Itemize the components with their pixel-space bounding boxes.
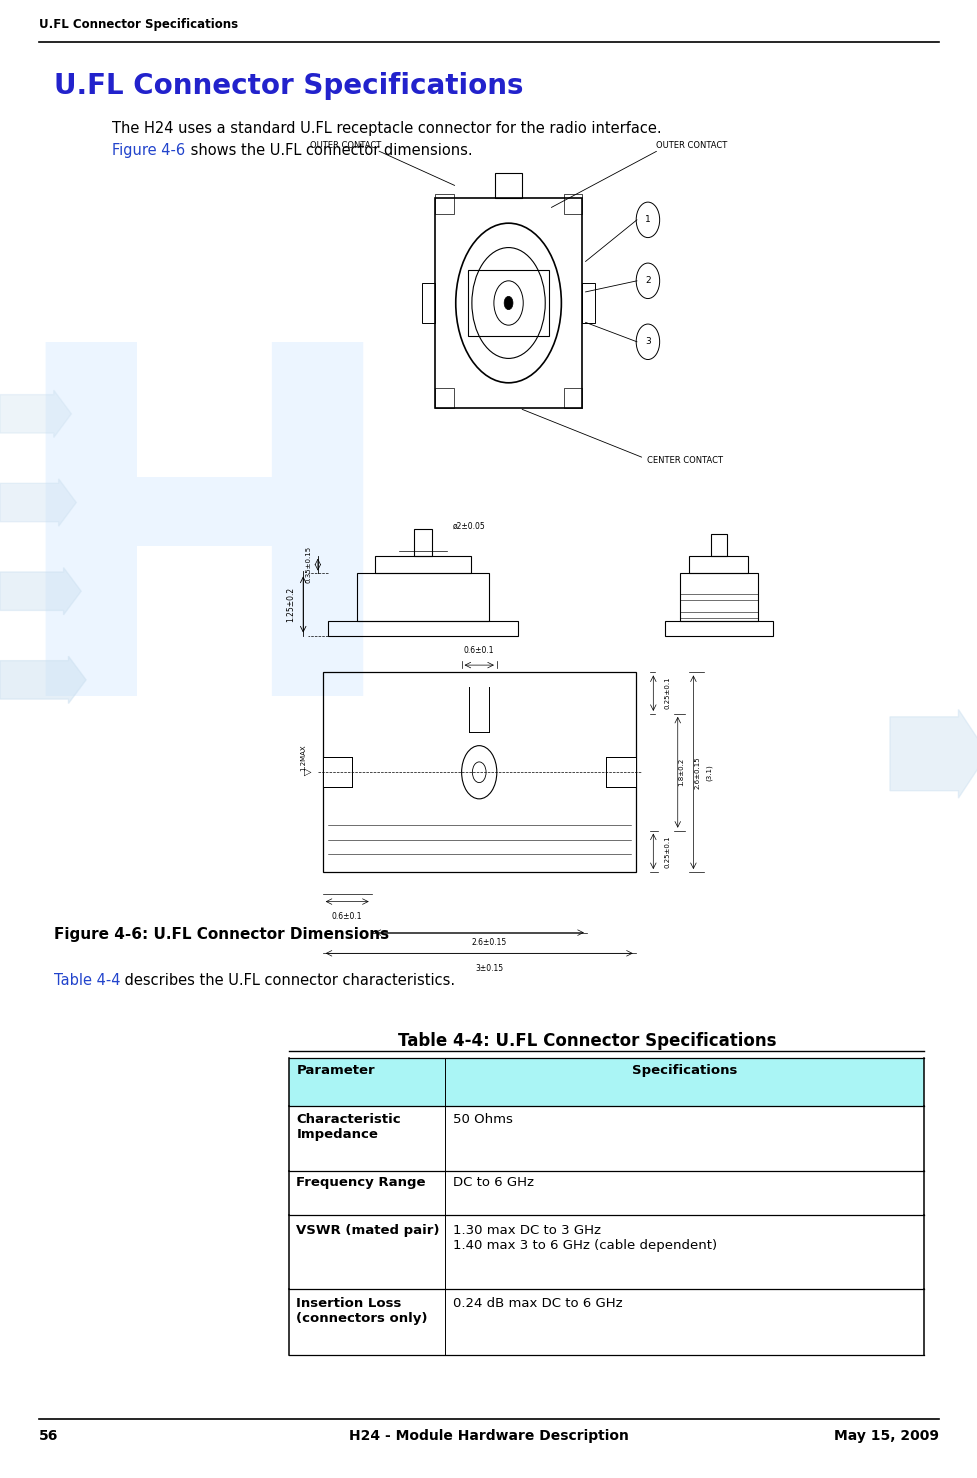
Text: 0.35±0.15: 0.35±0.15 (305, 545, 311, 584)
Text: (3.1): (3.1) (705, 764, 711, 780)
FancyArrow shape (889, 709, 977, 798)
FancyArrow shape (0, 390, 71, 437)
Text: OUTER CONTACT: OUTER CONTACT (310, 140, 381, 151)
Text: DC to 6 GHz: DC to 6 GHz (452, 1176, 533, 1188)
FancyArrow shape (0, 568, 81, 615)
Text: 3: 3 (645, 337, 650, 346)
Text: 1.8±0.2: 1.8±0.2 (678, 758, 684, 786)
Bar (374, 556, 471, 573)
Bar (288, 1171, 923, 1215)
Bar (710, 534, 726, 556)
Text: Insertion Loss
(connectors only): Insertion Loss (connectors only) (296, 1296, 427, 1324)
Text: ▷: ▷ (304, 767, 312, 777)
Text: Figure 4-6: Figure 4-6 (112, 143, 186, 158)
Text: 1: 1 (645, 216, 650, 225)
Bar (414, 529, 431, 556)
Text: 3±0.15: 3±0.15 (475, 964, 502, 973)
Text: 1.30 max DC to 3 GHz
1.40 max 3 to 6 GHz (cable dependent): 1.30 max DC to 3 GHz 1.40 max 3 to 6 GHz… (452, 1224, 716, 1252)
Bar (435, 194, 453, 214)
Text: 2.6±0.15: 2.6±0.15 (471, 939, 506, 947)
Bar (563, 194, 581, 214)
Bar (435, 389, 453, 408)
Text: 2: 2 (645, 276, 650, 285)
Text: H: H (0, 327, 406, 797)
Bar (606, 757, 635, 786)
Bar (435, 198, 581, 408)
Text: The H24 uses a standard U.FL receptacle connector for the radio interface.: The H24 uses a standard U.FL receptacle … (112, 121, 661, 136)
Text: ø2±0.05: ø2±0.05 (451, 522, 485, 531)
Bar (288, 1106, 923, 1171)
Text: 0.6±0.1: 0.6±0.1 (331, 912, 362, 921)
Circle shape (472, 763, 486, 783)
Text: Table 4-4: U.FL Connector Specifications: Table 4-4: U.FL Connector Specifications (397, 1032, 776, 1049)
Bar (689, 556, 747, 573)
FancyArrow shape (0, 479, 76, 526)
Text: 50 Ohms: 50 Ohms (452, 1113, 512, 1126)
Text: 1.2MAX: 1.2MAX (300, 743, 306, 772)
Text: describes the U.FL connector characteristics.: describes the U.FL connector characteris… (120, 973, 455, 987)
FancyArrow shape (0, 656, 86, 704)
Bar (288, 1289, 923, 1355)
Text: U.FL Connector Specifications: U.FL Connector Specifications (54, 72, 523, 101)
Bar (664, 621, 772, 636)
Text: 56: 56 (39, 1429, 59, 1443)
Text: Figure 4-6: U.FL Connector Dimensions: Figure 4-6: U.FL Connector Dimensions (54, 927, 389, 941)
Text: 1.25±0.2: 1.25±0.2 (285, 587, 295, 622)
Circle shape (504, 296, 512, 310)
Text: 0.25±0.1: 0.25±0.1 (664, 677, 670, 709)
Bar (679, 573, 757, 621)
Text: VSWR (mated pair): VSWR (mated pair) (296, 1224, 440, 1237)
Bar (357, 573, 488, 621)
Text: Parameter: Parameter (296, 1064, 374, 1077)
Text: shows the U.FL connector dimensions.: shows the U.FL connector dimensions. (186, 143, 472, 158)
Bar (495, 173, 522, 198)
Bar (288, 1058, 923, 1106)
Text: Table 4-4: Table 4-4 (54, 973, 120, 987)
Bar (322, 672, 635, 872)
Text: Frequency Range: Frequency Range (296, 1176, 425, 1188)
Text: H24 - Module Hardware Description: H24 - Module Hardware Description (349, 1429, 628, 1443)
Bar (288, 1215, 923, 1289)
Bar (322, 757, 352, 786)
Bar (581, 284, 594, 322)
Text: 0.24 dB max DC to 6 GHz: 0.24 dB max DC to 6 GHz (452, 1296, 621, 1310)
Text: May 15, 2009: May 15, 2009 (833, 1429, 938, 1443)
Text: CENTER CONTACT: CENTER CONTACT (646, 455, 722, 466)
Text: 0.6±0.1: 0.6±0.1 (463, 646, 494, 655)
Text: Characteristic
Impedance: Characteristic Impedance (296, 1113, 401, 1141)
Bar (468, 269, 548, 336)
Text: 0.25±0.1: 0.25±0.1 (664, 835, 670, 868)
Text: U.FL Connector Specifications: U.FL Connector Specifications (39, 18, 238, 31)
Bar (563, 389, 581, 408)
Text: Specifications: Specifications (631, 1064, 737, 1077)
Text: 2.6±0.15: 2.6±0.15 (694, 755, 700, 789)
Bar (327, 621, 518, 636)
Text: OUTER CONTACT: OUTER CONTACT (656, 140, 727, 151)
Bar (422, 284, 435, 322)
